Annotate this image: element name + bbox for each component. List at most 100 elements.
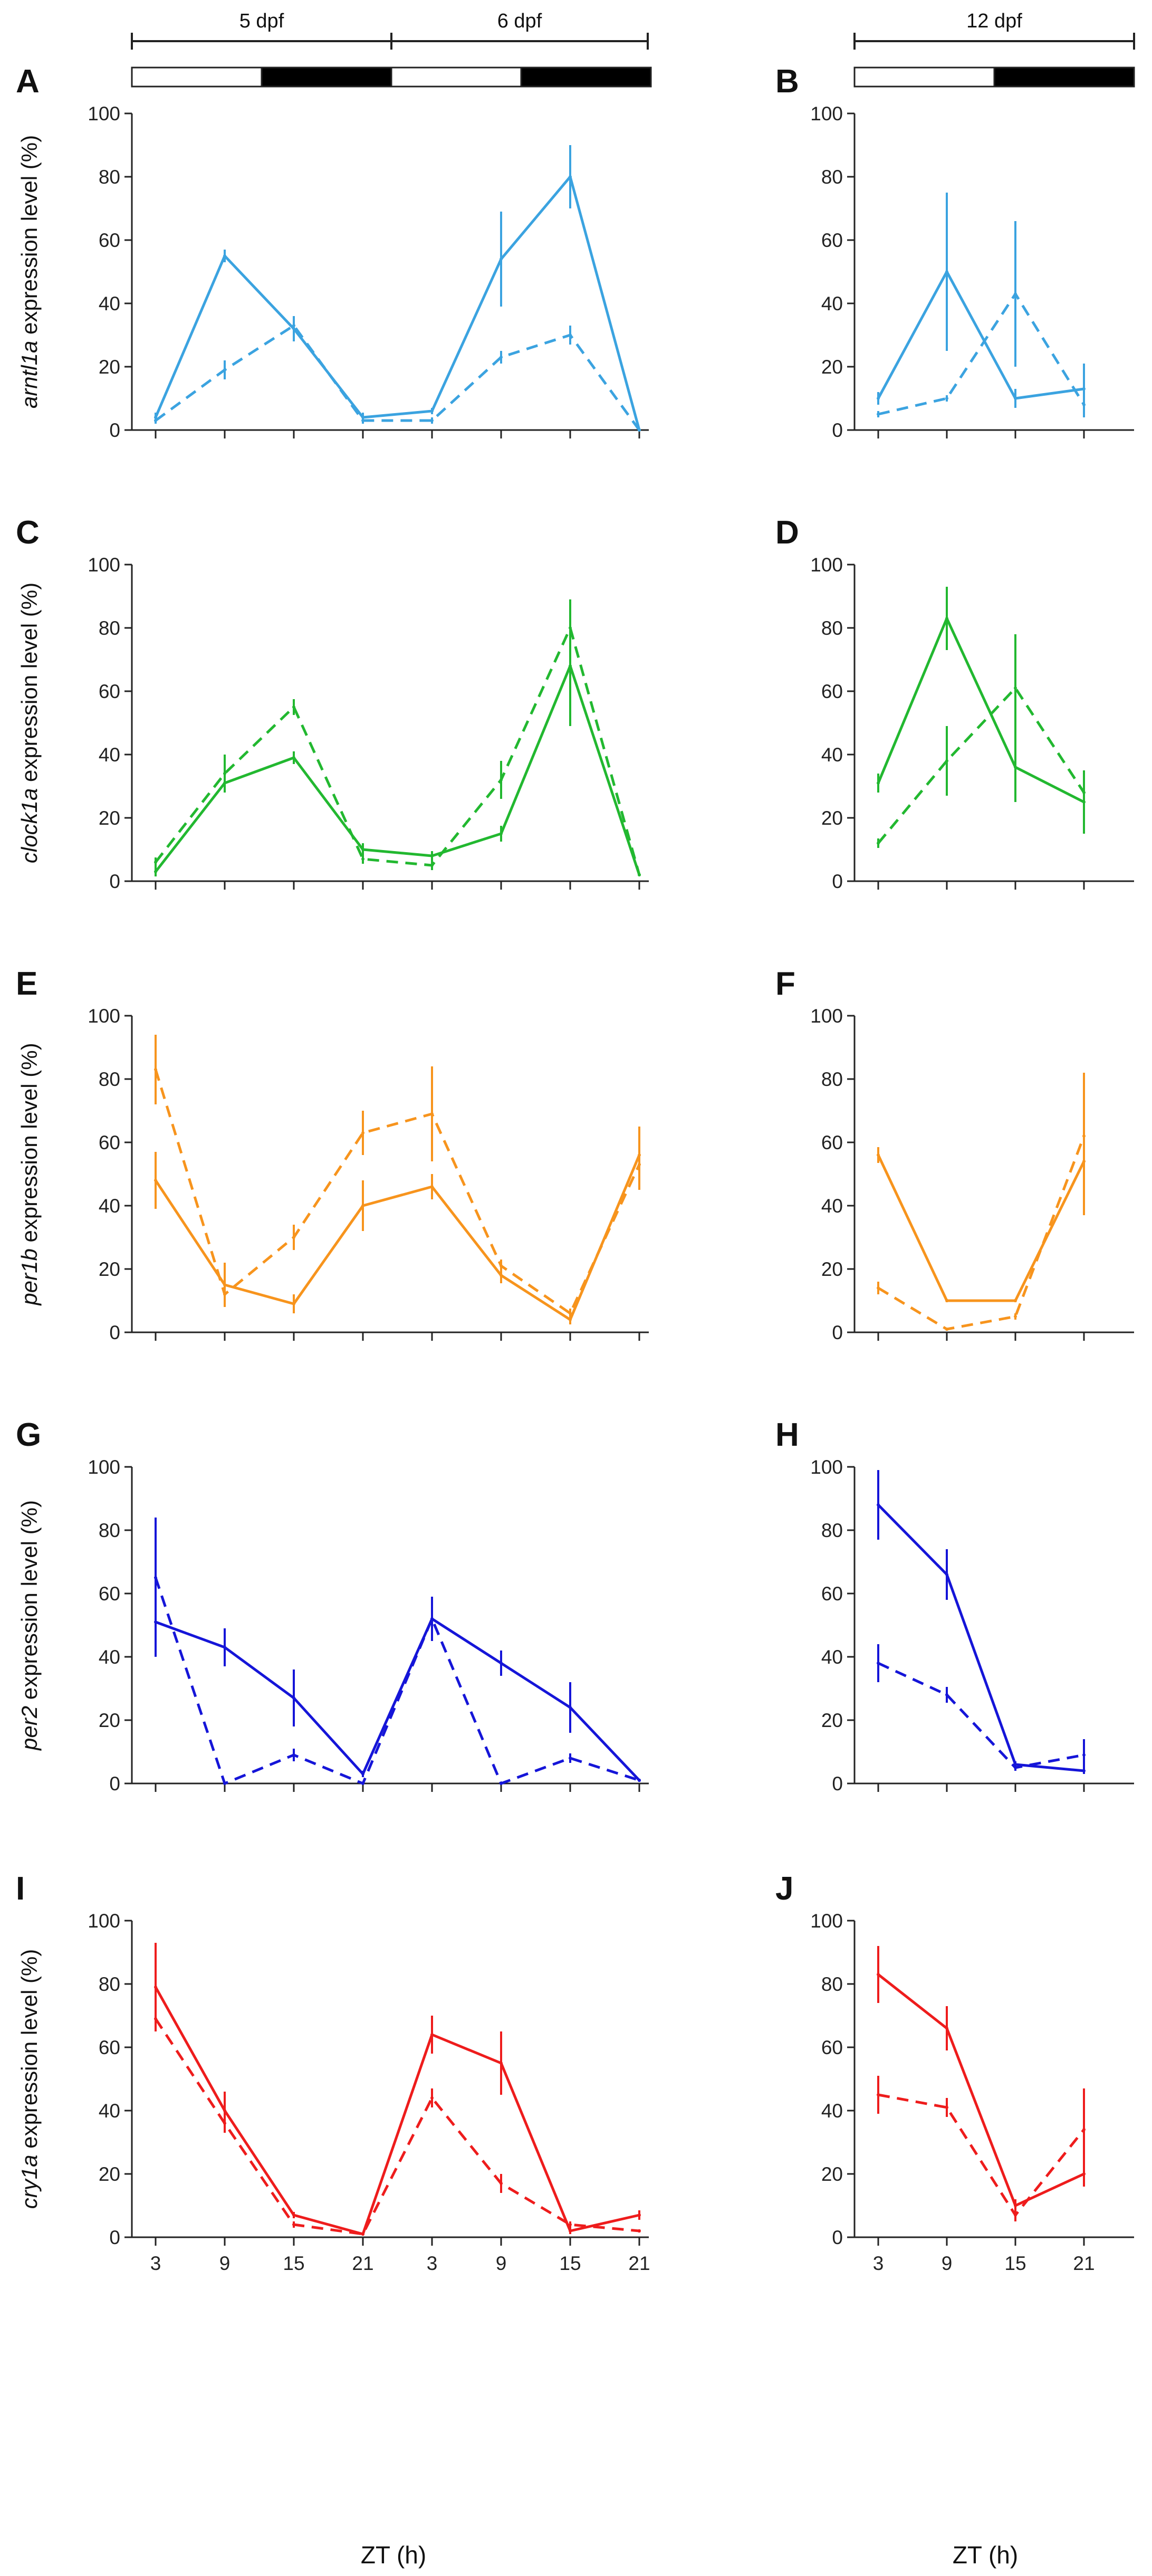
series-dashed xyxy=(877,634,1086,848)
x-axis-label-left: ZT (h) xyxy=(361,2541,426,2569)
data-point xyxy=(154,870,157,873)
panel-g: G 0 20 40 60 80 100 per2 expression level (%) xyxy=(16,1417,649,1795)
data-point xyxy=(430,1112,434,1115)
series-dashed xyxy=(154,2009,641,2236)
x-tick-label: 15 xyxy=(1004,2253,1026,2274)
y-tick-label: 80 xyxy=(821,1973,843,1995)
data-point xyxy=(223,254,226,257)
y-tick-label: 60 xyxy=(99,230,120,251)
data-point xyxy=(154,419,157,422)
data-point xyxy=(430,1185,434,1188)
series-solid xyxy=(154,1943,641,2236)
series-solid xyxy=(154,606,641,876)
data-point xyxy=(500,1662,503,1665)
data-point xyxy=(638,428,641,432)
data-point xyxy=(223,368,226,371)
y-tick-label: 60 xyxy=(99,1132,120,1153)
panel-letter-h: H xyxy=(775,1417,799,1453)
series-dashed xyxy=(877,1073,1086,1331)
y-tick-label: 100 xyxy=(810,1910,843,1932)
series-dashed xyxy=(877,221,1086,417)
panel-f: F 0 20 40 60 80 100 xyxy=(775,966,1134,1343)
data-point xyxy=(1082,387,1086,390)
panel-letter-c: C xyxy=(16,514,40,551)
series-line-solid xyxy=(154,1155,641,1321)
series-dashed xyxy=(154,599,641,876)
y-tick-label: 80 xyxy=(99,617,120,639)
data-point xyxy=(292,1302,295,1305)
data-point xyxy=(945,1328,948,1331)
series-line-dashed xyxy=(155,626,641,875)
data-point xyxy=(361,2232,364,2236)
y-tick-label: 0 xyxy=(832,1322,843,1343)
data-point xyxy=(877,397,880,400)
y-tick-label: 20 xyxy=(99,2163,120,2185)
y-axis-label: per1b expression level (%) xyxy=(17,1043,42,1306)
data-point xyxy=(223,2109,226,2112)
data-point xyxy=(1014,1766,1017,1769)
data-point xyxy=(877,781,880,785)
y-tick-label: 0 xyxy=(109,2227,120,2248)
y-tick-label: 20 xyxy=(821,356,843,378)
data-point xyxy=(945,2027,948,2030)
x-tick-label: 3 xyxy=(873,2253,884,2274)
y-tick-label: 60 xyxy=(99,681,120,702)
series-line-dashed xyxy=(878,2093,1085,2217)
data-point xyxy=(223,2122,226,2125)
series-line-dashed xyxy=(154,1069,641,1315)
y-tick-label: 80 xyxy=(99,1520,120,1541)
y-tick-label: 80 xyxy=(821,166,843,188)
light-bar-5dpf xyxy=(131,66,263,88)
header-6dpf: 6 dpf xyxy=(497,10,542,32)
series-solid xyxy=(877,1108,1086,1302)
data-point xyxy=(500,257,503,261)
y-tick-label: 20 xyxy=(99,1710,120,1731)
data-point xyxy=(569,626,572,629)
y-tick-label: 80 xyxy=(99,1973,120,1995)
series-dashed xyxy=(877,2076,1086,2221)
series-solid xyxy=(877,193,1086,414)
data-point xyxy=(292,705,295,709)
data-point xyxy=(1082,403,1086,406)
series-line-dashed xyxy=(155,324,641,431)
data-point xyxy=(500,1782,503,1785)
data-point xyxy=(361,1204,364,1207)
y-tick-label: 20 xyxy=(821,1710,843,1731)
data-point xyxy=(500,1264,503,1267)
data-point xyxy=(638,2229,641,2232)
y-tick-label: 100 xyxy=(88,1910,120,1932)
data-point xyxy=(361,1782,364,1785)
y-tick-label: 60 xyxy=(821,230,843,251)
data-point xyxy=(1082,2128,1086,2131)
series-line-solid xyxy=(154,1986,640,2236)
y-tick-label: 40 xyxy=(821,2100,843,2122)
data-point xyxy=(430,409,434,413)
x-tick-label: 9 xyxy=(942,2253,953,2274)
data-point xyxy=(430,854,434,857)
data-point xyxy=(154,2017,157,2020)
y-tick-label: 0 xyxy=(832,871,843,892)
x-tick-label: 3 xyxy=(150,2253,161,2274)
data-point xyxy=(638,1779,641,1782)
y-axis-label-text: expression level (%) xyxy=(17,1949,42,2155)
y-axis-label-text: expression level (%) xyxy=(17,135,42,341)
data-point xyxy=(430,1617,434,1620)
data-point xyxy=(945,270,948,273)
y-tick-label: 100 xyxy=(88,1005,120,1027)
x-tick-label: 9 xyxy=(219,2253,231,2274)
data-point xyxy=(292,756,295,759)
data-point xyxy=(877,842,880,845)
series-solid xyxy=(877,1946,1086,2212)
y-tick-label: 20 xyxy=(99,356,120,378)
series-dashed xyxy=(154,316,641,432)
x-tick-label: 9 xyxy=(496,2253,507,2274)
y-tick-label: 60 xyxy=(821,681,843,702)
header-12dpf: 12 dpf xyxy=(966,10,1022,32)
panel-e: E 0 20 40 60 80 100 per1b expression level (%) xyxy=(16,966,649,1343)
series-line-dashed xyxy=(878,292,1086,416)
data-point xyxy=(292,2223,295,2226)
y-axis-label: cry1a expression level (%) xyxy=(17,1949,42,2209)
y-tick-label: 60 xyxy=(821,1583,843,1605)
data-point xyxy=(430,2033,434,2036)
data-point xyxy=(500,2182,503,2185)
